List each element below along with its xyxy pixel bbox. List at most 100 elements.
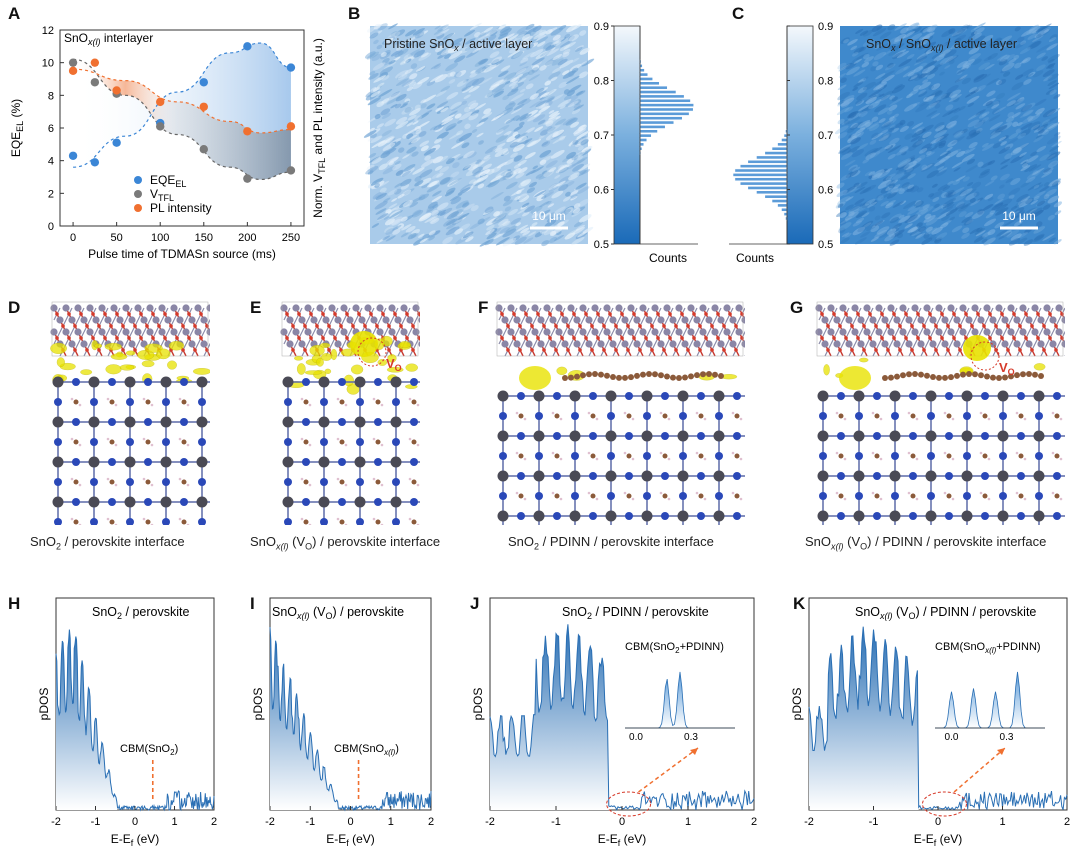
afm-image	[834, 22, 1063, 246]
histogram-bar	[639, 116, 683, 121]
panel-label-b: B	[348, 4, 361, 23]
counts-label: Counts	[736, 251, 774, 265]
structure-snox-vo-pdinn-perovskite: VO	[815, 301, 1065, 525]
x-tick-label: 2	[1064, 816, 1070, 828]
data-point	[243, 42, 252, 51]
data-point	[286, 122, 296, 131]
histogram-bar	[756, 155, 788, 160]
interlayer-label: SnOx(l) interlayer	[64, 31, 153, 47]
x-axis-label: E-Ef (eV)	[111, 832, 160, 848]
legend-marker	[134, 190, 142, 198]
histogram-bar	[639, 90, 677, 94]
arrow-head	[997, 748, 1005, 755]
histogram-bar	[732, 172, 788, 177]
x-tick-label: -1	[551, 816, 561, 828]
x-tick-label: 0	[347, 816, 353, 828]
panel-label-e: E	[250, 298, 262, 317]
histogram-bar	[639, 94, 685, 99]
y-axis-label: pDOS	[37, 688, 51, 721]
oxygen-vacancy: VO	[350, 331, 402, 373]
scale-bar-label: 10 μm	[532, 209, 566, 223]
data-point	[112, 86, 121, 95]
oxygen-vacancy: VO	[963, 335, 1015, 377]
x-tick-label: 1	[171, 816, 177, 828]
histogram-bar	[734, 177, 788, 182]
inset-tick-label: 0.0	[945, 732, 959, 743]
inset-tick-label: 0.3	[1000, 732, 1014, 743]
colorbar-tick-label: 0.7	[818, 130, 833, 142]
pdos-title: SnO2 / PDINN / perovskite	[562, 605, 709, 621]
histogram-bar	[639, 103, 695, 108]
histogram-bar	[764, 151, 788, 155]
pdinn-molecule	[519, 366, 724, 390]
y-tick-label: 0	[48, 221, 54, 233]
pdos-chart-j: -2 -1 0 1 2 E-Ef (eV) pDOS SnO2 / PDINN / perov…	[471, 597, 757, 848]
data-point	[199, 145, 208, 154]
legend-entry: VTFL	[150, 187, 174, 203]
histogram-bar	[639, 138, 648, 142]
histogram-bar	[639, 142, 645, 147]
pdos-chart-i: -2 -1 0 1 2 E-Ef (eV) pDOS SnOx(l) (VO) / perov…	[251, 597, 434, 848]
caption-d: SnO2 / perovskite interface	[30, 534, 185, 552]
x-tick-label: 1	[685, 816, 691, 828]
y-tick-label: 8	[48, 90, 54, 102]
histogram-bar	[756, 190, 788, 195]
legend-entry: EQEEL	[150, 173, 186, 189]
y-tick-label: 10	[42, 58, 54, 70]
x-tick-label: 2	[751, 816, 757, 828]
panel-label-g: G	[790, 298, 804, 317]
histogram-bar	[771, 146, 788, 151]
data-point	[112, 138, 121, 147]
colorbar-tick-label: 0.8	[594, 76, 609, 88]
inset-tick-label: 0.3	[684, 732, 698, 743]
data-point	[68, 151, 78, 160]
cbm-label: CBM(SnO2)	[120, 743, 178, 757]
vo-label: VO	[999, 360, 1015, 377]
panel-label-a: A	[8, 4, 21, 23]
pdos-title: SnO2 / perovskite	[92, 605, 189, 621]
data-point	[199, 102, 208, 111]
x-tick-label: -2	[804, 816, 814, 828]
y-axis-label: pDOS	[471, 688, 485, 721]
perovskite-lattice	[52, 376, 210, 525]
colorbar-tick-label: 0.6	[818, 185, 833, 197]
data-point	[68, 66, 78, 76]
pdos-inset: 0.0 0.3	[935, 671, 1045, 743]
x-axis-label: Pulse time of TDMASn source (ms)	[88, 247, 276, 261]
pdos-fill	[56, 629, 118, 810]
caption-f: SnO2 / PDINN / perovskite interface	[508, 534, 714, 552]
cbm-label: CBM(SnOx(l))	[334, 743, 399, 757]
colorbar	[613, 25, 641, 245]
x-tick-label: 200	[238, 232, 256, 244]
counts-label: Counts	[649, 251, 687, 265]
charge-density	[287, 335, 418, 395]
pl-fill	[73, 59, 178, 135]
structure-snox-vo-perovskite: VO	[280, 301, 420, 525]
histogram-bar	[781, 207, 788, 212]
y-tick-label: 12	[42, 25, 54, 37]
colorbar-tick-label: 0.5	[818, 239, 833, 251]
x-axis-label: E-Ef (eV)	[326, 832, 375, 848]
x-tick-label: 250	[282, 232, 300, 244]
legend-entry: PL intensity	[150, 201, 212, 215]
afm-title: Pristine SnOx / active layer	[384, 37, 532, 53]
colorbar-tick-label: 0.5	[594, 239, 609, 251]
data-point	[90, 78, 100, 87]
caption-e: SnOx(l) (VO) / perovskite interface	[250, 534, 441, 552]
x-tick-label: 2	[211, 816, 217, 828]
histogram-bar	[639, 111, 690, 116]
histogram-bar	[639, 129, 658, 134]
panel-label-c: C	[732, 4, 745, 23]
vo-label: VO	[386, 356, 402, 373]
pdinn-molecule	[839, 366, 1044, 390]
scale-bar-label: 10 μm	[1002, 209, 1036, 223]
data-point	[68, 58, 78, 67]
eqe-fit-curve	[73, 42, 292, 168]
charge-density	[50, 340, 210, 386]
histogram-bar	[771, 199, 788, 203]
histogram-bar	[639, 72, 649, 77]
data-point	[286, 63, 296, 72]
x-axis-label: E-Ef (eV)	[914, 832, 963, 848]
y-tick-label: 2	[48, 188, 54, 200]
cbm-label: CBM(SnO2+PDINN)	[625, 641, 724, 655]
